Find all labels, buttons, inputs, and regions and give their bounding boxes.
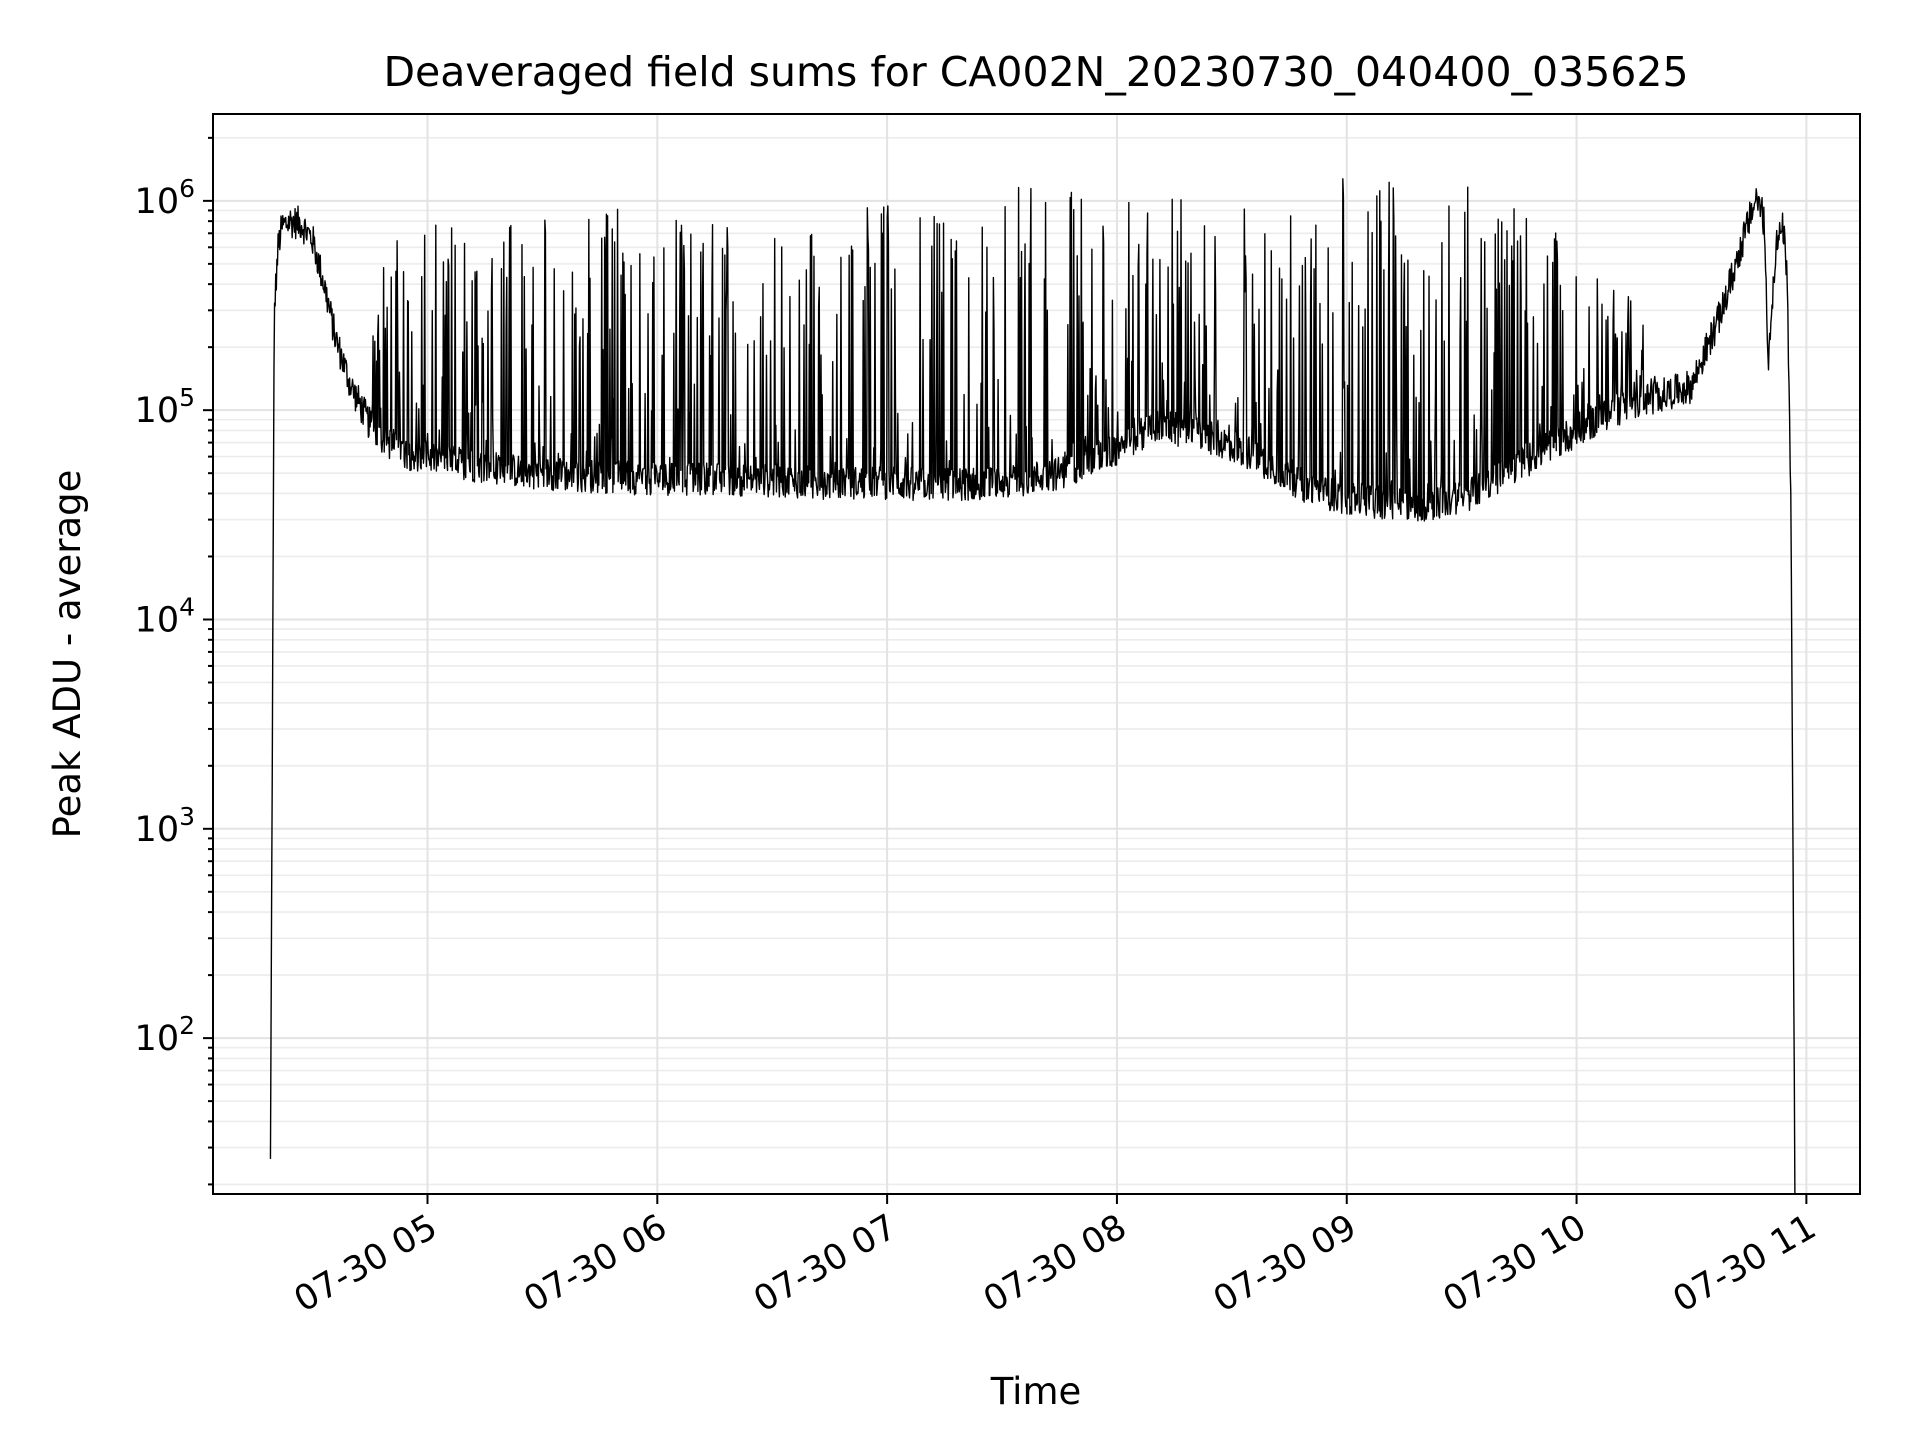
- minor-gridlines: [213, 137, 1860, 1186]
- series-line: [269, 178, 1796, 1195]
- x-tick-label: 07-30 07: [747, 1207, 903, 1320]
- plot-frame: [212, 113, 1861, 1195]
- y-axis-label: Peak ADU - average: [46, 470, 89, 839]
- y-axis: 102 103 104 105 106: [135, 136, 213, 1186]
- y-tick-label: 106: [135, 174, 195, 222]
- x-axis-label: Time: [990, 1370, 1082, 1413]
- x-tick-label: 07-30 08: [977, 1207, 1133, 1320]
- y-tick-exponent: 4: [179, 592, 195, 621]
- chart-title: Deaveraged field sums for CA002N_2023073…: [383, 48, 1688, 96]
- x-tick-label: 07-30 10: [1437, 1207, 1593, 1320]
- y-tick-exponent: 5: [179, 383, 195, 412]
- x-tick-label: 07-30 06: [518, 1207, 674, 1320]
- x-tick-label: 07-30 11: [1667, 1207, 1823, 1320]
- major-gridlines: [213, 114, 1860, 1194]
- x-axis: 07-30 05 07-30 06 07-30 07 07-30 08 07-30 09…: [288, 1194, 1823, 1320]
- y-tick-label: 103: [135, 802, 195, 850]
- y-tick-label: 105: [135, 383, 195, 431]
- y-tick-label: 102: [135, 1011, 195, 1059]
- x-tick-label: 07-30 05: [288, 1207, 444, 1320]
- y-tick-label: 104: [135, 592, 195, 640]
- x-tick-label: 07-30 09: [1207, 1207, 1363, 1320]
- y-tick-exponent: 3: [179, 802, 195, 831]
- y-tick-exponent: 6: [179, 174, 195, 203]
- y-tick-exponent: 2: [179, 1011, 195, 1040]
